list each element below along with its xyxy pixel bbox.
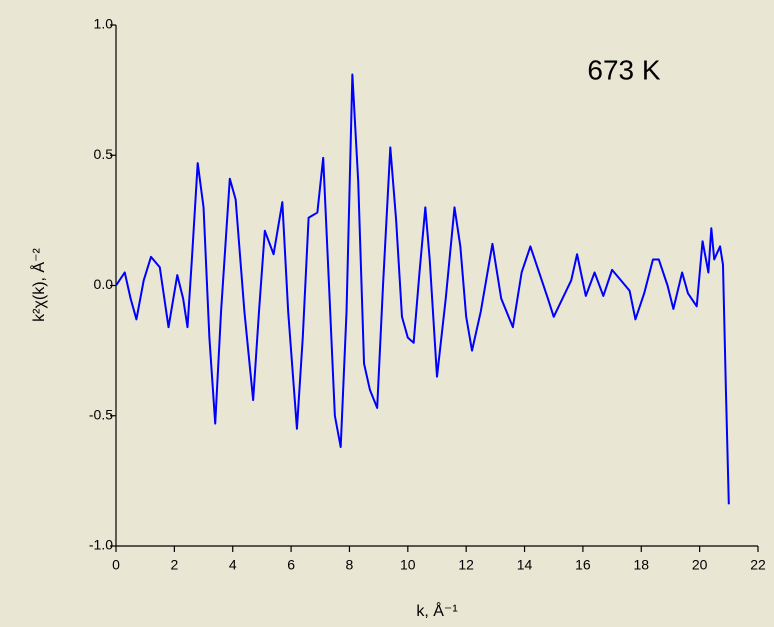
x-axis-label: k, Å⁻¹	[416, 601, 457, 620]
y-tick-label: -1.0	[89, 537, 113, 553]
x-tick-label: 0	[112, 557, 120, 573]
x-tick-label: 6	[287, 557, 295, 573]
y-tick-label: -0.5	[89, 406, 113, 422]
annotation: 673 K	[587, 54, 660, 85]
x-tick-label: 22	[750, 557, 766, 573]
x-tick-label: 18	[633, 557, 649, 573]
x-tick-label: 10	[400, 557, 416, 573]
y-tick-label: 0.0	[94, 276, 114, 292]
y-tick-label: 1.0	[94, 16, 114, 32]
y-tick-label: 0.5	[94, 146, 114, 162]
x-tick-label: 4	[229, 557, 237, 573]
y-axis-label: k²χ(k), Å⁻²	[29, 247, 48, 321]
x-tick-label: 8	[346, 557, 354, 573]
x-tick-label: 16	[575, 557, 591, 573]
x-tick-label: 14	[517, 557, 533, 573]
data-line	[115, 73, 730, 505]
x-tick-label: 12	[458, 557, 474, 573]
x-tick-label: 2	[170, 557, 178, 573]
x-tick-label: 20	[692, 557, 708, 573]
